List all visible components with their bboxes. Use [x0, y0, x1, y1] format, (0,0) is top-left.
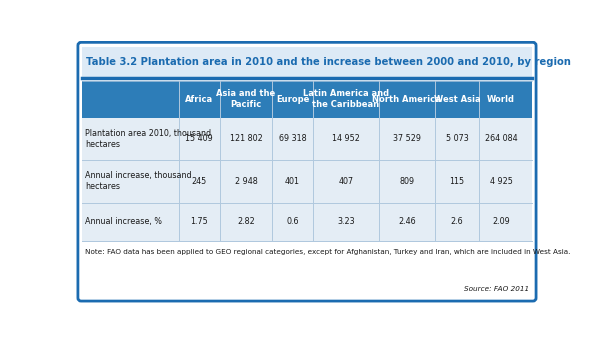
Text: Africa: Africa	[185, 95, 213, 104]
Text: 2.46: 2.46	[398, 217, 416, 226]
Text: 121 802: 121 802	[229, 135, 262, 143]
Bar	[81, 118, 533, 160]
FancyBboxPatch shape	[78, 42, 536, 301]
Bar	[81, 81, 533, 118]
Text: 407: 407	[338, 177, 353, 186]
Text: West Asia: West Asia	[434, 95, 480, 104]
Text: 4 925: 4 925	[490, 177, 513, 186]
Bar	[81, 160, 533, 203]
Text: 15 409: 15 409	[186, 135, 213, 143]
Text: Note: FAO data has been applied to GEO regional categories, except for Afghanist: Note: FAO data has been applied to GEO r…	[85, 249, 570, 255]
Text: North America: North America	[373, 95, 441, 104]
Text: Source: FAO 2011: Source: FAO 2011	[464, 286, 529, 292]
Text: 5 073: 5 073	[446, 135, 468, 143]
Bar	[81, 47, 533, 78]
Text: 37 529: 37 529	[393, 135, 420, 143]
Text: Plantation area 2010, thousand
hectares: Plantation area 2010, thousand hectares	[85, 129, 211, 149]
Bar	[81, 241, 533, 298]
Text: Annual increase, %: Annual increase, %	[85, 217, 162, 226]
Text: 69 318: 69 318	[279, 135, 306, 143]
Text: 3.23: 3.23	[337, 217, 355, 226]
Text: 115: 115	[449, 177, 465, 186]
Text: Latin America and
the Caribbean: Latin America and the Caribbean	[303, 89, 389, 109]
Text: 2.09: 2.09	[492, 217, 510, 226]
Text: 2.82: 2.82	[237, 217, 255, 226]
Text: 264 084: 264 084	[485, 135, 518, 143]
Text: 2.6: 2.6	[450, 217, 463, 226]
Text: World: World	[487, 95, 515, 104]
Text: 809: 809	[399, 177, 415, 186]
Text: Annual increase, thousand
hectares: Annual increase, thousand hectares	[85, 171, 192, 191]
Text: 0.6: 0.6	[286, 217, 299, 226]
Text: 1.75: 1.75	[190, 217, 208, 226]
Text: 14 952: 14 952	[332, 135, 360, 143]
Bar	[81, 203, 533, 241]
Text: Table 3.2 Plantation area in 2010 and the increase between 2000 and 2010, by reg: Table 3.2 Plantation area in 2010 and th…	[86, 57, 571, 67]
Text: Asia and the
Pacific: Asia and the Pacific	[216, 89, 276, 109]
Text: 2 948: 2 948	[235, 177, 258, 186]
Text: 401: 401	[285, 177, 300, 186]
Text: Europe: Europe	[276, 95, 309, 104]
Text: 245: 245	[192, 177, 207, 186]
